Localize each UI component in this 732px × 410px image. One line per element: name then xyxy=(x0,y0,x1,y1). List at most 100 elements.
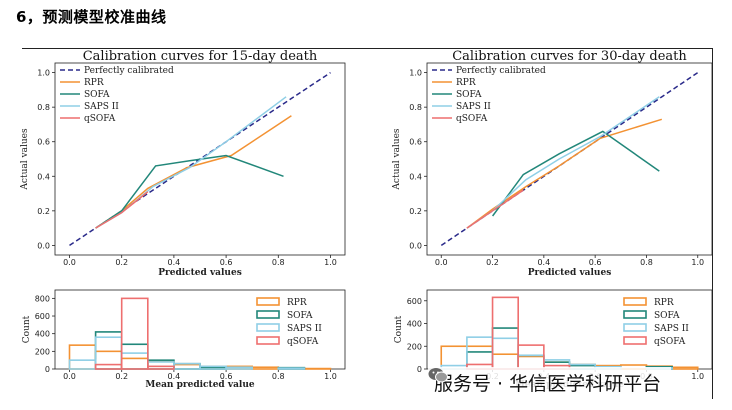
y-axis-label: Count xyxy=(394,315,404,343)
x-tick-label: 0.6 xyxy=(220,258,233,267)
y-tick-label: 0.2 xyxy=(37,207,50,216)
y-tick-label: 0.2 xyxy=(409,207,422,216)
legend-label: SAPS II xyxy=(654,324,689,334)
legend-swatch xyxy=(623,310,647,319)
legend-label: qSOFA xyxy=(287,337,319,347)
histogram-bar xyxy=(671,366,699,370)
wechat-icon xyxy=(428,368,448,383)
legend-swatch xyxy=(256,323,280,332)
legend: RPR SOFA SAPS II qSOFA xyxy=(256,297,322,347)
x-tick-label: 0.8 xyxy=(272,258,285,267)
histogram-bar xyxy=(120,297,149,370)
legend-label: RPR xyxy=(287,298,307,308)
histogram-bar xyxy=(491,327,519,370)
histogram-bar xyxy=(491,296,519,370)
x-tick-label: 0.0 xyxy=(63,372,76,381)
y-tick-label: 200 xyxy=(35,347,50,356)
histogram-bar xyxy=(120,352,149,370)
legend-label: qSOFA xyxy=(456,114,488,124)
series-line-sofa xyxy=(95,154,284,229)
y-tick-label: 0.8 xyxy=(409,103,422,112)
x-tick-label: 1.0 xyxy=(324,372,337,381)
legend-label: SOFA xyxy=(456,90,482,100)
figure-frame xyxy=(22,48,713,399)
histogram-bar xyxy=(225,366,254,370)
x-axis-label: Predicted values xyxy=(528,268,612,278)
legend-label: RPR xyxy=(456,78,476,88)
legend-label: SAPS II xyxy=(84,102,119,112)
legend-swatch xyxy=(256,310,280,319)
series-line-qsofa xyxy=(466,189,524,229)
series-line-qsofa xyxy=(95,191,149,229)
y-tick-label: 0.6 xyxy=(409,138,422,147)
section-heading: 6，预测模型校准曲线 xyxy=(16,8,167,26)
y-tick-label: 0 xyxy=(417,365,422,374)
legend: Perfectly calibrated RPR SOFA SAPS II qSOFA xyxy=(60,66,174,124)
legend-label: qSOFA xyxy=(654,337,686,347)
y-tick-label: 1.0 xyxy=(409,69,422,78)
x-tick-label: 1.0 xyxy=(691,372,704,381)
histogram-bar xyxy=(68,344,97,370)
x-tick-label: 0.8 xyxy=(640,258,653,267)
histogram-bar xyxy=(94,363,123,370)
x-tick-label: 0.2 xyxy=(115,258,128,267)
y-tick-label: 400 xyxy=(35,330,50,339)
histogram-bar xyxy=(120,357,149,370)
legend-label: SOFA xyxy=(287,311,313,321)
y-tick-label: 0.6 xyxy=(37,138,50,147)
y-tick-label: 800 xyxy=(35,294,50,303)
legend-label: RPR xyxy=(654,298,674,308)
y-tick-label: 0.0 xyxy=(409,241,422,250)
x-axis-label: Mean predicted value xyxy=(145,380,254,390)
plot-border xyxy=(54,62,346,256)
legend-swatch xyxy=(256,297,280,306)
histogram-bar xyxy=(251,366,280,370)
x-tick-label: 1.0 xyxy=(324,258,337,267)
legend-label: SAPS II xyxy=(456,102,491,112)
x-tick-label: 0.6 xyxy=(220,372,233,381)
plot-border xyxy=(426,62,713,256)
series-line-rpr xyxy=(95,115,292,229)
watermark-text: 服务号 · 华信医学科研平台 xyxy=(434,372,662,395)
histogram-bar xyxy=(173,362,201,370)
y-axis-label: Actual values xyxy=(20,128,30,191)
legend-label: Perfectly calibrated xyxy=(456,66,546,76)
x-tick-label: 0.4 xyxy=(168,258,181,267)
x-tick-label: 0.0 xyxy=(435,258,448,267)
x-tick-label: 0.0 xyxy=(63,258,76,267)
histogram-bar xyxy=(120,343,149,370)
chart-3: 0.0 0.2 0.4 0.6 0.8 1.0 0 200 400 600 800 Mean pred… xyxy=(22,289,346,390)
y-tick-label: 0 xyxy=(45,365,50,374)
legend-label: SOFA xyxy=(84,90,110,100)
legend-swatch xyxy=(256,336,280,345)
x-tick-label: 0.6 xyxy=(589,258,602,267)
histogram-bar xyxy=(68,359,97,370)
y-tick-label: 0.0 xyxy=(37,241,50,250)
x-tick-label: 0.8 xyxy=(272,372,285,381)
histogram-bar xyxy=(94,350,123,370)
chart-title: Calibration curves for 15-day death xyxy=(83,49,318,64)
x-tick-label: 1.0 xyxy=(691,258,704,267)
histogram-bar xyxy=(147,365,175,370)
y-tick-label: 600 xyxy=(407,297,422,306)
y-tick-label: 200 xyxy=(407,342,422,351)
series-line-sofa xyxy=(491,130,660,217)
legend-label: RPR xyxy=(84,78,104,88)
legend: Perfectly calibrated RPR SOFA SAPS II qSOFA xyxy=(432,66,546,124)
x-axis-label: Predicted values xyxy=(158,268,242,278)
x-tick-label: 0.4 xyxy=(537,258,550,267)
x-tick-label: 0.2 xyxy=(486,258,499,267)
y-tick-label: 400 xyxy=(407,320,422,329)
chart-2: Calibration curves for 30-day death 0.0 0.… xyxy=(392,49,713,278)
chart-title: Calibration curves for 30-day death xyxy=(452,49,687,64)
series-line-rpr xyxy=(466,118,663,229)
y-tick-label: 0.4 xyxy=(409,172,422,181)
y-axis-label: Count xyxy=(22,315,32,343)
y-tick-label: 1.0 xyxy=(37,69,50,78)
y-axis-label: Actual values xyxy=(392,128,402,191)
legend-swatch xyxy=(623,323,647,332)
watermark: 服务号 · 华信医学科研平台 xyxy=(428,367,672,397)
histogram-bar xyxy=(277,367,306,370)
legend-label: SOFA xyxy=(654,311,680,321)
legend-swatch xyxy=(623,297,647,306)
